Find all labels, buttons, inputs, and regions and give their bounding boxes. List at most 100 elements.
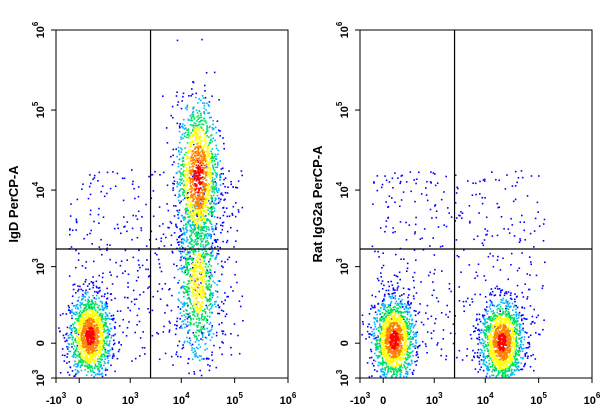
event-dot bbox=[93, 220, 95, 223]
event-dot bbox=[380, 303, 383, 306]
event-dot bbox=[104, 337, 107, 339]
event-dot bbox=[192, 253, 195, 255]
event-dot bbox=[78, 329, 80, 332]
event-dot bbox=[523, 221, 525, 223]
event-dot bbox=[135, 279, 138, 282]
event-dot bbox=[208, 271, 210, 273]
event-dot bbox=[209, 207, 212, 210]
event-dot bbox=[203, 102, 206, 105]
event-dot bbox=[225, 207, 228, 209]
event-dot bbox=[520, 356, 522, 359]
event-dot bbox=[164, 352, 167, 355]
event-dot bbox=[184, 258, 187, 260]
event-dot bbox=[198, 179, 200, 182]
event-dot bbox=[192, 276, 194, 279]
event-dot bbox=[500, 289, 502, 292]
event-dot bbox=[110, 336, 112, 339]
event-dot bbox=[187, 216, 189, 218]
event-dot bbox=[374, 323, 376, 326]
event-dot bbox=[169, 322, 171, 324]
event-dot bbox=[95, 326, 98, 329]
event-dot bbox=[198, 343, 200, 346]
event-dot bbox=[469, 222, 471, 224]
event-dot bbox=[80, 338, 83, 340]
event-dot bbox=[524, 355, 527, 357]
event-dot bbox=[199, 196, 202, 199]
event-dot bbox=[198, 128, 200, 130]
event-dot bbox=[203, 219, 206, 221]
event-dot bbox=[89, 339, 92, 342]
event-dot bbox=[178, 190, 181, 193]
event-dot bbox=[186, 104, 189, 107]
event-dot bbox=[211, 351, 213, 354]
event-dot bbox=[183, 292, 185, 294]
event-dot bbox=[209, 293, 212, 295]
event-dot bbox=[185, 240, 188, 243]
event-dot bbox=[191, 347, 193, 349]
event-dot bbox=[88, 345, 90, 348]
event-dot bbox=[207, 104, 210, 106]
event-dot bbox=[73, 326, 75, 329]
event-dot bbox=[483, 318, 485, 320]
event-dot bbox=[123, 216, 125, 218]
event-dot bbox=[83, 237, 85, 240]
event-dot bbox=[535, 316, 538, 319]
event-dot bbox=[190, 206, 193, 209]
event-dot bbox=[172, 116, 174, 119]
event-dot bbox=[199, 187, 202, 190]
event-dot bbox=[78, 348, 81, 351]
event-dot bbox=[185, 194, 187, 197]
event-dot bbox=[507, 303, 510, 306]
event-dot bbox=[202, 276, 205, 278]
event-dot bbox=[82, 346, 85, 349]
event-dot bbox=[93, 366, 96, 369]
event-dot bbox=[395, 253, 397, 256]
event-dot bbox=[190, 317, 193, 320]
event-dot bbox=[194, 193, 196, 195]
event-dot bbox=[415, 182, 417, 185]
event-dot bbox=[371, 330, 373, 333]
event-dot bbox=[89, 357, 92, 359]
event-dot bbox=[74, 350, 77, 353]
event-dot bbox=[85, 352, 87, 354]
event-dot bbox=[180, 138, 182, 140]
event-dot bbox=[407, 364, 410, 366]
event-dot bbox=[78, 296, 80, 299]
event-dot bbox=[441, 245, 444, 247]
event-dot bbox=[486, 230, 489, 232]
event-dot bbox=[511, 373, 513, 375]
event-dot bbox=[224, 185, 226, 188]
event-dot bbox=[217, 280, 220, 282]
event-dot bbox=[180, 200, 182, 203]
event-dot bbox=[198, 189, 200, 191]
event-dot bbox=[93, 367, 96, 369]
event-dot bbox=[194, 219, 197, 222]
event-dot bbox=[219, 176, 222, 178]
event-dot bbox=[191, 232, 193, 234]
event-dot bbox=[413, 333, 415, 336]
event-dot bbox=[96, 337, 99, 340]
event-dot bbox=[200, 260, 203, 262]
event-dot bbox=[487, 310, 489, 312]
event-dot bbox=[207, 155, 209, 157]
event-dot bbox=[79, 333, 81, 335]
event-dot bbox=[97, 349, 100, 352]
event-dot bbox=[472, 182, 474, 184]
event-dot bbox=[429, 181, 432, 183]
event-dot bbox=[197, 169, 200, 172]
event-dot bbox=[373, 181, 375, 183]
event-dot bbox=[204, 312, 207, 315]
event-dot bbox=[183, 170, 185, 172]
event-dot bbox=[96, 334, 98, 337]
event-dot bbox=[92, 333, 95, 335]
event-dot bbox=[208, 304, 210, 307]
event-dot bbox=[208, 144, 210, 146]
event-dot bbox=[208, 263, 211, 266]
event-dot bbox=[99, 313, 101, 315]
event-dot bbox=[89, 193, 92, 196]
event-dot bbox=[521, 348, 524, 350]
event-dot bbox=[79, 315, 81, 318]
event-dot bbox=[195, 164, 198, 167]
event-dot bbox=[412, 346, 415, 348]
event-dot bbox=[388, 195, 391, 197]
